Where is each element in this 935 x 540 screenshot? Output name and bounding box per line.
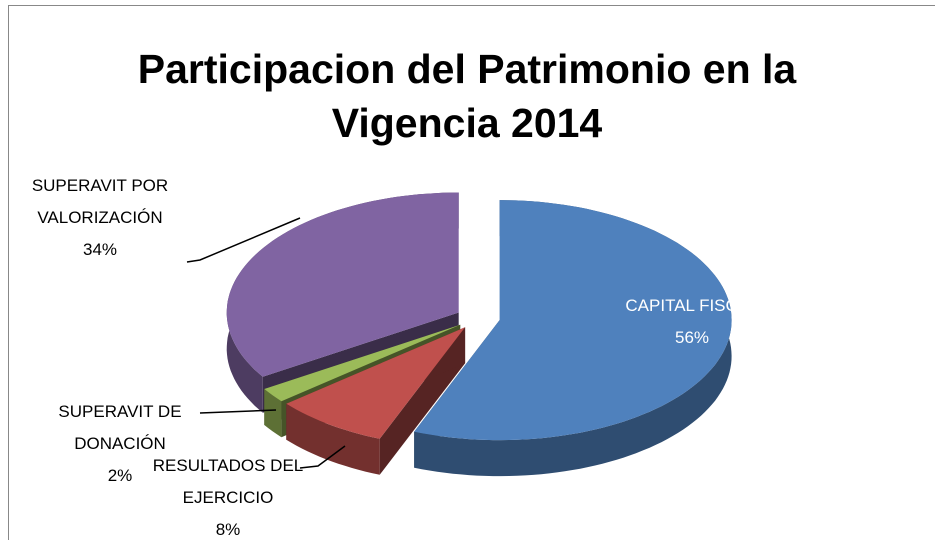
category-label: SUPERAVIT DE DONACIÓN	[58, 402, 182, 453]
value-label: 2%	[107, 466, 133, 485]
slice-side	[414, 200, 732, 477]
slice	[286, 327, 466, 439]
category-label: RESULTADOS DEL EJERCICIO	[152, 456, 304, 507]
category-label: CAPITAL FISCAL	[625, 296, 759, 315]
leader-line	[186, 217, 301, 263]
value-label: 8%	[215, 520, 241, 539]
slice-side	[264, 389, 282, 438]
leader-line	[199, 409, 277, 414]
slice	[264, 324, 461, 402]
data-label: CAPITAL FISCAL 56%	[592, 290, 792, 354]
data-label: SUPERAVIT POR VALORIZACIÓN 34%	[10, 170, 190, 266]
pie	[226, 192, 732, 477]
slice	[414, 200, 732, 441]
chart-title: Participacion del Patrimonio en la Vigen…	[137, 46, 797, 146]
data-label: RESULTADOS DEL EJERCICIO 8%	[148, 450, 308, 540]
data-label: SUPERAVIT DE DONACIÓN 2%	[35, 396, 205, 492]
slice	[226, 192, 459, 377]
value-label: 34%	[82, 240, 118, 259]
leader-line	[299, 445, 346, 469]
category-label: SUPERAVIT POR VALORIZACIÓN	[31, 176, 169, 227]
slice-side	[286, 403, 380, 475]
value-label: 56%	[674, 328, 710, 347]
